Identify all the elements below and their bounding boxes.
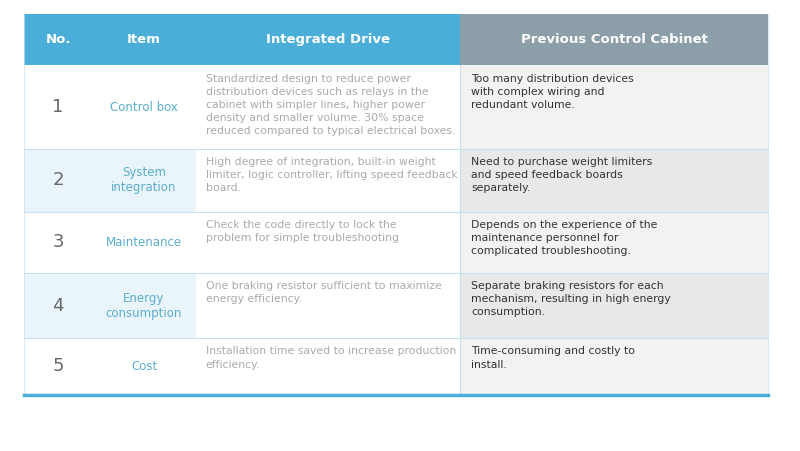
Text: 5: 5	[52, 358, 64, 375]
Text: Need to purchase weight limiters
and speed feedback boards
separately.: Need to purchase weight limiters and spe…	[471, 157, 653, 193]
Bar	[24, 149, 92, 212]
Text: 1: 1	[52, 98, 64, 116]
Text: Check the code directly to lock the
problem for simple troubleshooting: Check the code directly to lock the prob…	[206, 220, 398, 243]
Text: One braking resistor sufficient to maximize
energy efficiency.: One braking resistor sufficient to maxim…	[206, 281, 442, 304]
Bar	[460, 149, 768, 212]
Bar	[460, 273, 768, 338]
Text: 3: 3	[52, 234, 64, 251]
Text: No.: No.	[46, 33, 70, 46]
Bar	[92, 65, 196, 149]
Text: Too many distribution devices
with complex wiring and
redundant volume.: Too many distribution devices with compl…	[471, 74, 634, 110]
Text: Maintenance: Maintenance	[106, 236, 182, 249]
Bar	[92, 338, 196, 395]
Bar	[460, 14, 768, 65]
Text: Standardized design to reduce power
distribution devices such as relays in the
c: Standardized design to reduce power dist…	[206, 74, 455, 136]
Bar	[196, 273, 460, 338]
Bar	[196, 149, 460, 212]
Bar	[92, 273, 196, 338]
Bar	[24, 14, 460, 65]
Bar	[24, 338, 92, 395]
Bar	[196, 338, 460, 395]
Bar	[196, 65, 460, 149]
Text: Time-consuming and costly to
install.: Time-consuming and costly to install.	[471, 346, 635, 369]
Text: Installation time saved to increase production
efficiency.: Installation time saved to increase prod…	[206, 346, 456, 369]
Text: Previous Control Cabinet: Previous Control Cabinet	[521, 33, 707, 46]
Bar	[460, 212, 768, 273]
Bar	[24, 212, 92, 273]
Bar	[92, 149, 196, 212]
Text: 4: 4	[52, 297, 64, 314]
Bar	[24, 273, 92, 338]
Text: High degree of integration, built-in weight
limiter, logic controller, lifting s: High degree of integration, built-in wei…	[206, 157, 458, 193]
Text: System
integration: System integration	[111, 166, 177, 194]
Text: Integrated Drive: Integrated Drive	[266, 33, 390, 46]
Bar	[196, 212, 460, 273]
Bar	[460, 65, 768, 149]
Text: Separate braking resistors for each
mechanism, resulting in high energy
consumpt: Separate braking resistors for each mech…	[471, 281, 671, 318]
Text: 2: 2	[52, 171, 64, 189]
Bar	[460, 338, 768, 395]
Text: Energy
consumption: Energy consumption	[106, 291, 182, 320]
Text: Depends on the experience of the
maintenance personnel for
complicated troublesh: Depends on the experience of the mainten…	[471, 220, 658, 257]
Text: Cost: Cost	[131, 360, 157, 373]
Bar	[24, 65, 92, 149]
Bar	[92, 212, 196, 273]
Text: Item: Item	[127, 33, 161, 46]
Text: Control box: Control box	[110, 101, 178, 114]
